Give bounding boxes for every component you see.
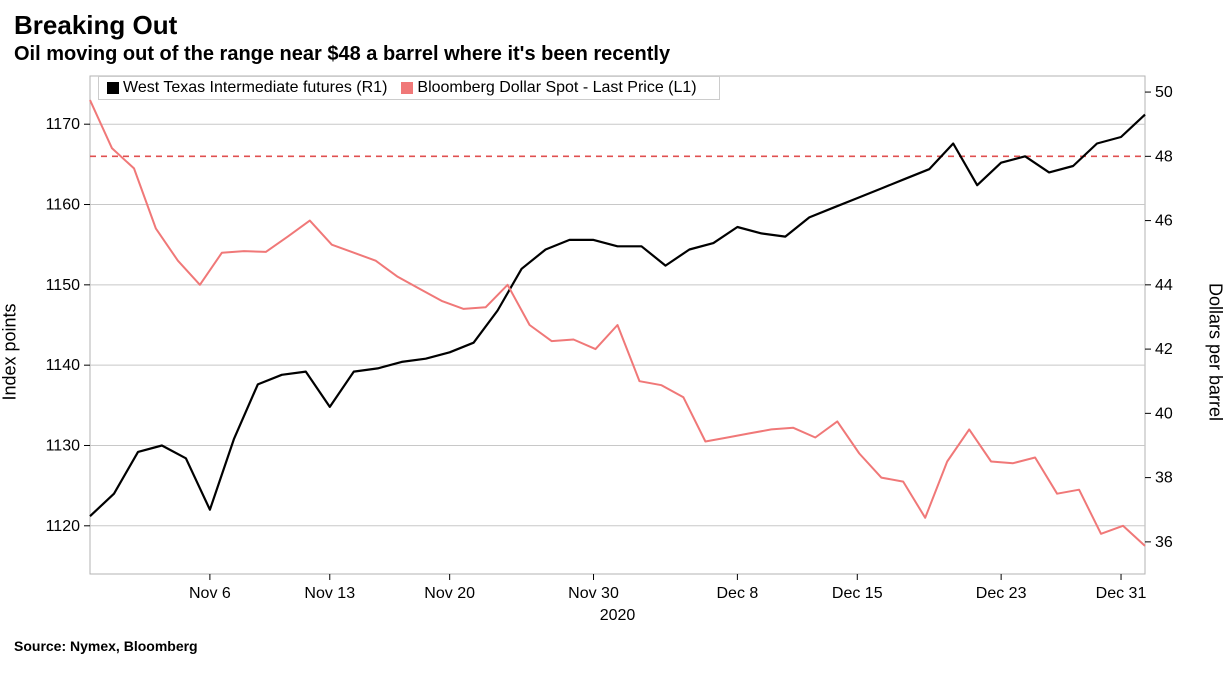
- chart-source: Source: Nymex, Bloomberg: [14, 638, 1211, 654]
- legend-swatch-wti: [107, 82, 119, 94]
- svg-text:40: 40: [1155, 405, 1173, 422]
- svg-text:Nov 30: Nov 30: [568, 585, 619, 602]
- chart-svg: 1120 1130 1140 1150 1160 1170 36 38 40 42 44 46 48 50…: [14, 72, 1211, 632]
- svg-text:1130: 1130: [46, 437, 81, 454]
- svg-text:1170: 1170: [46, 116, 81, 133]
- chart-legend: West Texas Intermediate futures (R1) Blo…: [98, 76, 720, 100]
- svg-text:1120: 1120: [46, 518, 81, 535]
- legend-label-wti: West Texas Intermediate futures (R1): [123, 79, 387, 97]
- svg-text:Nov 6: Nov 6: [189, 585, 231, 602]
- svg-text:42: 42: [1155, 341, 1173, 358]
- svg-text:2020: 2020: [600, 607, 636, 624]
- legend-item-wti: West Texas Intermediate futures (R1): [107, 79, 387, 97]
- svg-text:46: 46: [1155, 213, 1173, 230]
- svg-text:Dec 8: Dec 8: [716, 585, 758, 602]
- svg-text:48: 48: [1155, 148, 1173, 165]
- legend-item-dxy: Bloomberg Dollar Spot - Last Price (L1): [401, 79, 696, 97]
- svg-text:Dec 15: Dec 15: [832, 585, 883, 602]
- svg-text:1140: 1140: [46, 357, 81, 374]
- legend-label-dxy: Bloomberg Dollar Spot - Last Price (L1): [417, 79, 696, 97]
- svg-text:Dec 23: Dec 23: [976, 585, 1027, 602]
- svg-text:44: 44: [1155, 277, 1173, 294]
- svg-text:38: 38: [1155, 470, 1173, 487]
- svg-text:1160: 1160: [46, 197, 81, 214]
- chart-container: West Texas Intermediate futures (R1) Blo…: [14, 72, 1211, 632]
- svg-text:50: 50: [1155, 84, 1173, 101]
- y-axis-right-label: Dollars per barrel: [1205, 283, 1225, 421]
- svg-text:Dec 31: Dec 31: [1096, 585, 1147, 602]
- svg-text:Nov 13: Nov 13: [304, 585, 355, 602]
- svg-text:36: 36: [1155, 534, 1173, 551]
- legend-swatch-dxy: [401, 82, 413, 94]
- chart-subtitle: Oil moving out of the range near $48 a b…: [14, 43, 1211, 66]
- y-axis-left-label: Index points: [0, 303, 21, 400]
- chart-title: Breaking Out: [14, 10, 1211, 41]
- svg-text:Nov 20: Nov 20: [424, 585, 475, 602]
- svg-text:1150: 1150: [46, 277, 81, 294]
